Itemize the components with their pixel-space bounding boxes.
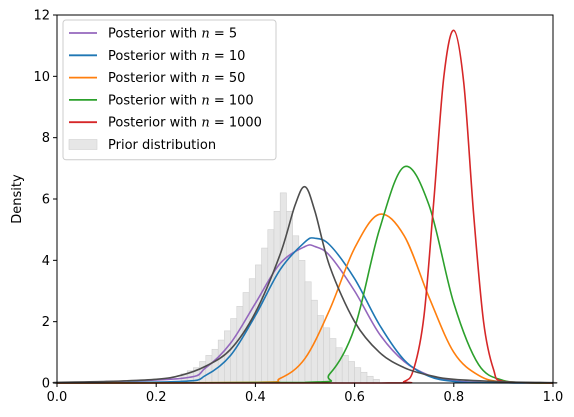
legend-entry-label: Posterior with n = 10 — [108, 49, 245, 64]
legend-label-value: = 1000 — [210, 116, 262, 131]
legend-box — [62, 19, 277, 161]
legend-label-prefix: Posterior with — [108, 27, 201, 42]
prior-kde-line — [52, 185, 558, 384]
axes: 0.0 0.2 0.4 0.6 0.8 1.0 0 2 4 6 8 10 12 — [33, 9, 563, 406]
legend-swatch-histogram — [68, 139, 98, 150]
histogram-bar — [366, 375, 374, 384]
series-line-100 — [56, 165, 554, 384]
legend-label-variable: n — [201, 49, 209, 64]
y-tick-label: 4 — [42, 254, 50, 269]
histogram-bar — [304, 281, 312, 384]
histogram-bar — [261, 247, 269, 384]
x-tick-label: 0.8 — [443, 390, 464, 405]
legend-entry-label: Posterior with n = 5 — [108, 27, 237, 42]
histogram-bar — [286, 210, 293, 384]
histogram-bar — [279, 192, 287, 384]
histogram-bar — [341, 355, 349, 384]
histogram-bar — [348, 361, 355, 384]
y-axis-label: Density — [10, 174, 25, 224]
x-tick-label: 1.0 — [543, 390, 564, 405]
histogram-bar — [255, 264, 262, 384]
histogram-bar — [211, 348, 219, 384]
legend-entry-label: Prior distribution — [108, 138, 216, 153]
histogram-bar — [360, 371, 368, 384]
series-line-10 — [56, 237, 554, 384]
legend-entry-label: Posterior with n = 100 — [108, 93, 254, 108]
histogram-bar — [329, 338, 337, 384]
legend-entry-label: Posterior with n = 50 — [108, 71, 245, 86]
legend-label-value: = 50 — [210, 71, 246, 86]
prior-histogram — [180, 192, 380, 384]
legend-label-prefix: Posterior with — [108, 93, 201, 108]
histogram-bar — [217, 339, 225, 384]
histogram-bar — [273, 210, 281, 384]
x-tick-label: 0.4 — [245, 390, 266, 405]
y-tick-label: 12 — [33, 9, 50, 24]
x-tick-label: 0.0 — [47, 390, 68, 405]
legend-label-value: = 5 — [210, 27, 237, 42]
y-tick-label: 10 — [33, 70, 50, 85]
legend-label-variable: n — [201, 71, 209, 86]
series-line-5 — [56, 244, 554, 384]
histogram-bar — [205, 355, 213, 384]
legend-label-prefix: Posterior with — [108, 116, 201, 131]
histogram-bar — [292, 235, 300, 384]
histogram-bar — [248, 278, 256, 384]
x-tick-label: 0.2 — [146, 390, 167, 405]
legend-label-value: = 10 — [210, 49, 246, 64]
plot-lines — [52, 29, 558, 384]
y-tick-label: 0 — [42, 377, 50, 392]
legend-label-value: = 100 — [210, 93, 254, 108]
legend-label-variable: n — [201, 116, 209, 131]
x-tick-label: 0.6 — [344, 390, 365, 405]
legend-label-variable: n — [201, 93, 209, 108]
legend-label-prefix: Posterior with — [108, 71, 201, 86]
y-tick-label: 8 — [42, 131, 50, 146]
legend-label-variable: n — [201, 27, 209, 42]
histogram-bar — [242, 292, 250, 384]
y-tick-label: 2 — [42, 315, 50, 330]
legend-label-prefix: Posterior with — [108, 49, 201, 64]
histogram-bar — [267, 229, 275, 384]
y-tick-label: 6 — [42, 193, 50, 208]
legend-entry-label: Posterior with n = 1000 — [108, 116, 262, 131]
histogram-bar — [354, 367, 362, 384]
